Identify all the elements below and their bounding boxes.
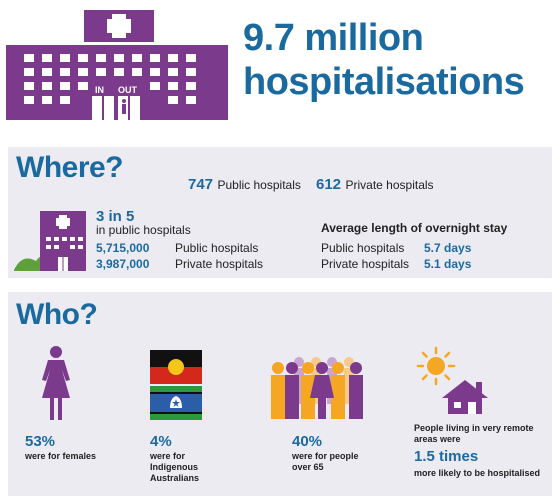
public-count-value: 747 (188, 176, 214, 193)
door-sign-in: IN (95, 85, 104, 95)
private-count-value: 612 (316, 176, 342, 193)
stay-public-label: Public hospitals (321, 241, 405, 255)
headline-line-1: 9.7 million (243, 17, 424, 59)
indigenous-percent: 4% (150, 433, 172, 450)
headline-line-2: hospitalisations (243, 61, 525, 103)
indigenous-label-2: Indigenous (150, 462, 198, 472)
where-panel (8, 147, 552, 278)
people-crowd-icon (271, 357, 363, 419)
stay-title: Average length of overnight stay (321, 221, 508, 235)
remote-label-3: more likely to be hospitalised (414, 468, 541, 478)
public-count-label: Public hospitals (217, 178, 301, 192)
ratio-value: 3 in 5 (96, 208, 135, 225)
torres-strait-flag-icon (150, 386, 202, 420)
stay-private-value: 5.1 days (424, 257, 472, 271)
female-figure-icon (42, 346, 70, 420)
over65-label-1: were for people (292, 451, 359, 461)
stay-public-value: 5.7 days (424, 241, 472, 255)
over65-label-2: over 65 (292, 462, 324, 472)
remote-label-1: People living in very remote (414, 423, 534, 433)
ratio-subtext: in public hospitals (96, 223, 191, 237)
private-count-label: Private hospitals (345, 178, 434, 192)
public-hospitals-count: 747 Public hospitals (188, 176, 301, 194)
house-icon (442, 380, 488, 414)
remote-times: 1.5 times (414, 448, 479, 465)
females-label: were for females (25, 451, 97, 461)
sun-icon (416, 346, 456, 386)
small-hospital-icon (14, 211, 86, 271)
stay-private-label: Private hospitals (321, 257, 410, 271)
who-title: Who? (16, 298, 98, 331)
public-total-label: Public hospitals (175, 241, 259, 255)
over65-percent: 40% (292, 433, 323, 450)
indigenous-label-1: were for (150, 451, 186, 461)
door-sign-out: OUT (118, 85, 137, 95)
aboriginal-flag-icon (150, 350, 202, 384)
private-hospitals-count: 612 Private hospitals (316, 176, 434, 194)
public-total-value: 5,715,000 (96, 241, 150, 255)
where-title: Where? (16, 151, 124, 184)
remote-label-2: areas were (414, 434, 461, 444)
private-total-value: 3,987,000 (96, 257, 150, 271)
private-total-label: Private hospitals (175, 257, 264, 271)
indigenous-label-3: Australians (150, 473, 200, 483)
hospital-building-icon (6, 10, 228, 120)
females-percent: 53% (25, 433, 56, 450)
